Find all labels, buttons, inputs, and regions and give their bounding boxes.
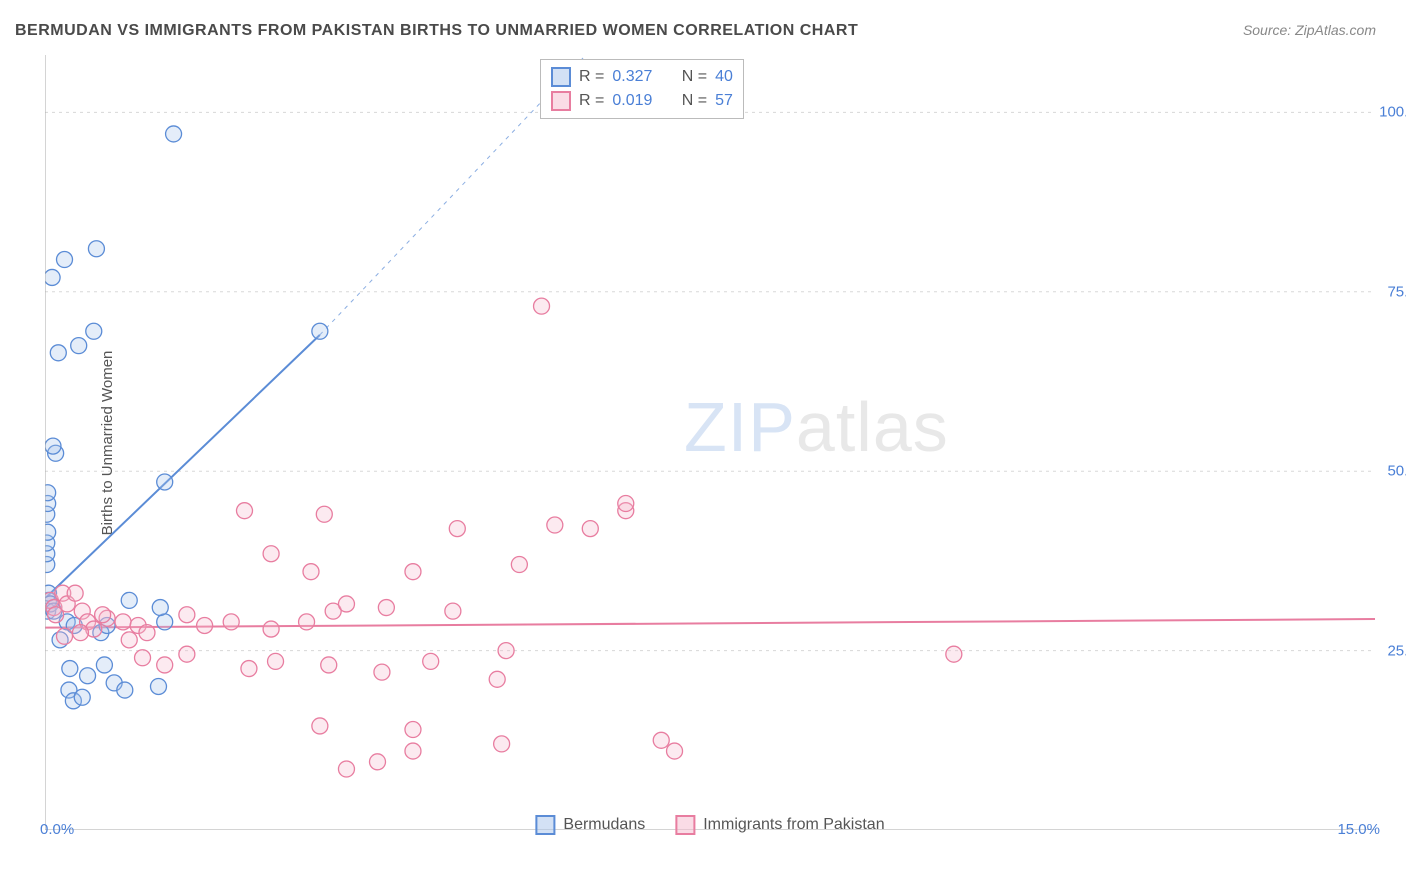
legend-swatch: [535, 815, 555, 835]
source-attribution: Source: ZipAtlas.com: [1243, 22, 1376, 38]
series-legend-item: Immigrants from Pakistan: [675, 815, 884, 835]
scatter-plot: [45, 55, 1375, 830]
legend-r-label: R =: [579, 68, 604, 86]
x-max-label: 15.0%: [1337, 821, 1380, 838]
y-tick-label: 50.0%: [1387, 463, 1406, 480]
series-legend: Bermudans Immigrants from Pakistan: [535, 815, 884, 835]
legend-swatch: [675, 815, 695, 835]
legend-n-value: 57: [715, 92, 733, 110]
chart-area: Births to Unmarried Women ZIPatlas R = 0…: [45, 55, 1375, 830]
legend-n-label: N =: [682, 92, 707, 110]
legend-n-value: 40: [715, 68, 733, 86]
stats-legend-row: R = 0.019 N = 57: [551, 89, 733, 113]
legend-r-value: 0.019: [612, 92, 652, 110]
series-legend-label: Bermudans: [563, 816, 645, 834]
y-tick-label: 100.0%: [1379, 104, 1406, 121]
y-tick-label: 75.0%: [1387, 283, 1406, 300]
legend-r-value: 0.327: [612, 68, 652, 86]
chart-title: BERMUDAN VS IMMIGRANTS FROM PAKISTAN BIR…: [15, 22, 858, 40]
legend-n-label: N =: [682, 68, 707, 86]
series-legend-label: Immigrants from Pakistan: [703, 816, 884, 834]
stats-legend: R = 0.327 N = 40R = 0.019 N = 57: [540, 59, 744, 119]
legend-swatch: [551, 67, 571, 87]
stats-legend-row: R = 0.327 N = 40: [551, 65, 733, 89]
legend-swatch: [551, 91, 571, 111]
y-tick-label: 25.0%: [1387, 642, 1406, 659]
series-legend-item: Bermudans: [535, 815, 645, 835]
legend-r-label: R =: [579, 92, 604, 110]
x-min-label: 0.0%: [40, 821, 74, 838]
